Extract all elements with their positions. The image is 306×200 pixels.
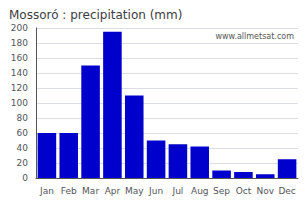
svg-text:Jul: Jul bbox=[171, 186, 183, 196]
svg-text:Aug: Aug bbox=[191, 186, 209, 196]
svg-text:Dec: Dec bbox=[278, 186, 295, 196]
svg-text:120: 120 bbox=[11, 83, 28, 93]
svg-text:160: 160 bbox=[11, 53, 28, 63]
svg-text:60: 60 bbox=[17, 128, 29, 138]
svg-text:Sep: Sep bbox=[213, 186, 230, 196]
svg-text:May: May bbox=[125, 186, 144, 196]
svg-text:Apr: Apr bbox=[105, 186, 121, 196]
svg-text:www.allmetsat.com: www.allmetsat.com bbox=[216, 32, 295, 41]
svg-text:40: 40 bbox=[17, 143, 29, 153]
svg-text:200: 200 bbox=[11, 23, 28, 33]
svg-text:80: 80 bbox=[17, 113, 29, 123]
svg-text:Jan: Jan bbox=[39, 186, 54, 196]
svg-text:Mossoró : precipitation (mm): Mossoró : precipitation (mm) bbox=[9, 8, 182, 22]
svg-text:0: 0 bbox=[22, 173, 28, 183]
svg-text:Oct: Oct bbox=[236, 186, 252, 196]
svg-text:140: 140 bbox=[11, 68, 28, 78]
svg-text:Jun: Jun bbox=[148, 186, 163, 196]
svg-text:20: 20 bbox=[17, 158, 29, 168]
svg-text:100: 100 bbox=[11, 98, 28, 108]
svg-text:Nov: Nov bbox=[256, 186, 274, 196]
svg-text:180: 180 bbox=[11, 38, 28, 48]
svg-text:Feb: Feb bbox=[61, 186, 77, 196]
svg-text:Mar: Mar bbox=[82, 186, 99, 196]
